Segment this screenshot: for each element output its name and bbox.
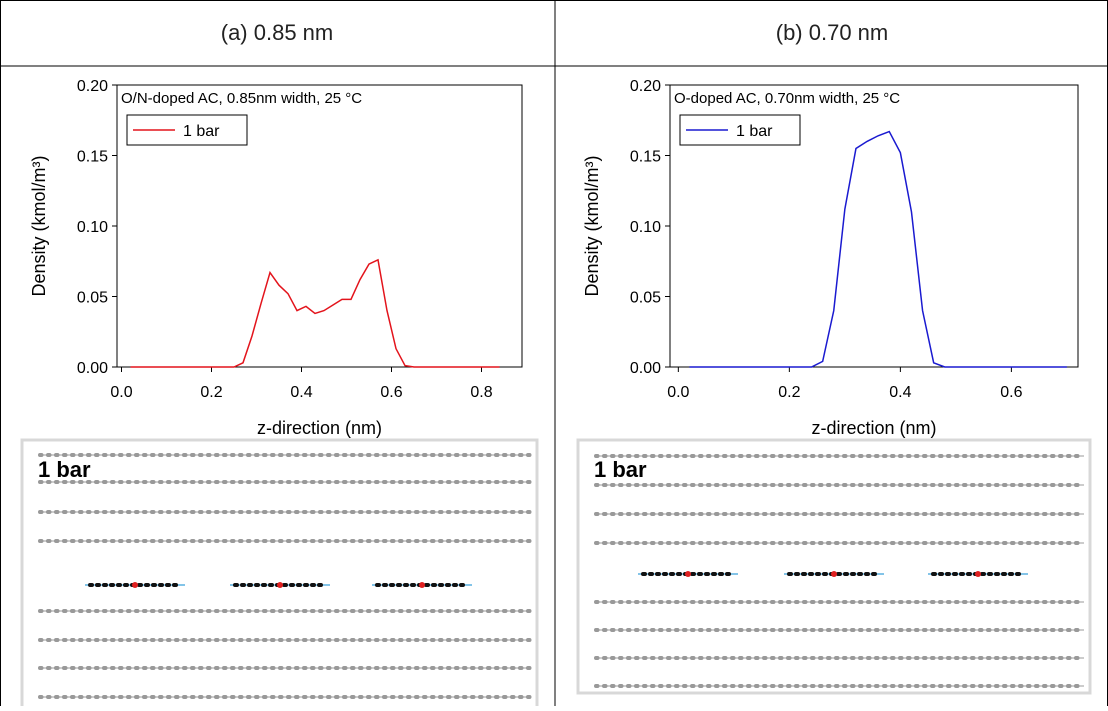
heteroatom (132, 582, 138, 588)
snapshot-label: 1 bar (38, 457, 91, 482)
y-tick-label: 0.10 (630, 219, 661, 236)
heteroatom (277, 582, 283, 588)
y-tick-label: 0.10 (77, 219, 108, 236)
legend-label: 1 bar (736, 123, 773, 140)
x-axis-label: z-direction (nm) (257, 418, 382, 438)
data-line (689, 130, 1067, 368)
y-tick-label: 0.20 (77, 78, 108, 95)
x-tick-label: 0.8 (470, 384, 492, 401)
x-tick-label: 0.6 (1000, 384, 1022, 401)
y-tick-label: 0.20 (630, 78, 661, 95)
y-tick-label: 0.15 (630, 149, 661, 166)
x-tick-label: 0.2 (200, 384, 222, 401)
column-header: (a) 0.85 nm (221, 20, 334, 45)
snapshot-label: 1 bar (594, 457, 647, 482)
legend-label: 1 bar (183, 123, 220, 140)
heteroatom (419, 582, 425, 588)
column-header: (b) 0.70 nm (776, 20, 889, 45)
snapshot-frame (576, 438, 1092, 695)
heteroatom (831, 571, 837, 577)
x-tick-label: 0.6 (380, 384, 402, 401)
y-tick-label: 0.15 (77, 149, 108, 166)
y-tick-label: 0.00 (630, 360, 661, 377)
x-tick-label: 0.0 (667, 384, 689, 401)
x-tick-label: 0.4 (290, 384, 312, 401)
y-tick-label: 0.00 (77, 360, 108, 377)
y-tick-label: 0.05 (630, 290, 661, 307)
heteroatom (975, 571, 981, 577)
x-axis-label: z-direction (nm) (811, 418, 936, 438)
x-tick-label: 0.4 (889, 384, 911, 401)
y-axis-label: Density (kmol/m³) (582, 155, 602, 296)
heteroatom (685, 571, 691, 577)
chart-title: O-doped AC, 0.70nm width, 25 °C (674, 90, 900, 107)
y-axis-label: Density (kmol/m³) (29, 155, 49, 296)
chart-title: O/N-doped AC, 0.85nm width, 25 °C (121, 90, 362, 107)
x-tick-label: 0.2 (778, 384, 800, 401)
x-tick-label: 0.0 (110, 384, 132, 401)
data-line (130, 258, 500, 368)
y-tick-label: 0.05 (77, 290, 108, 307)
